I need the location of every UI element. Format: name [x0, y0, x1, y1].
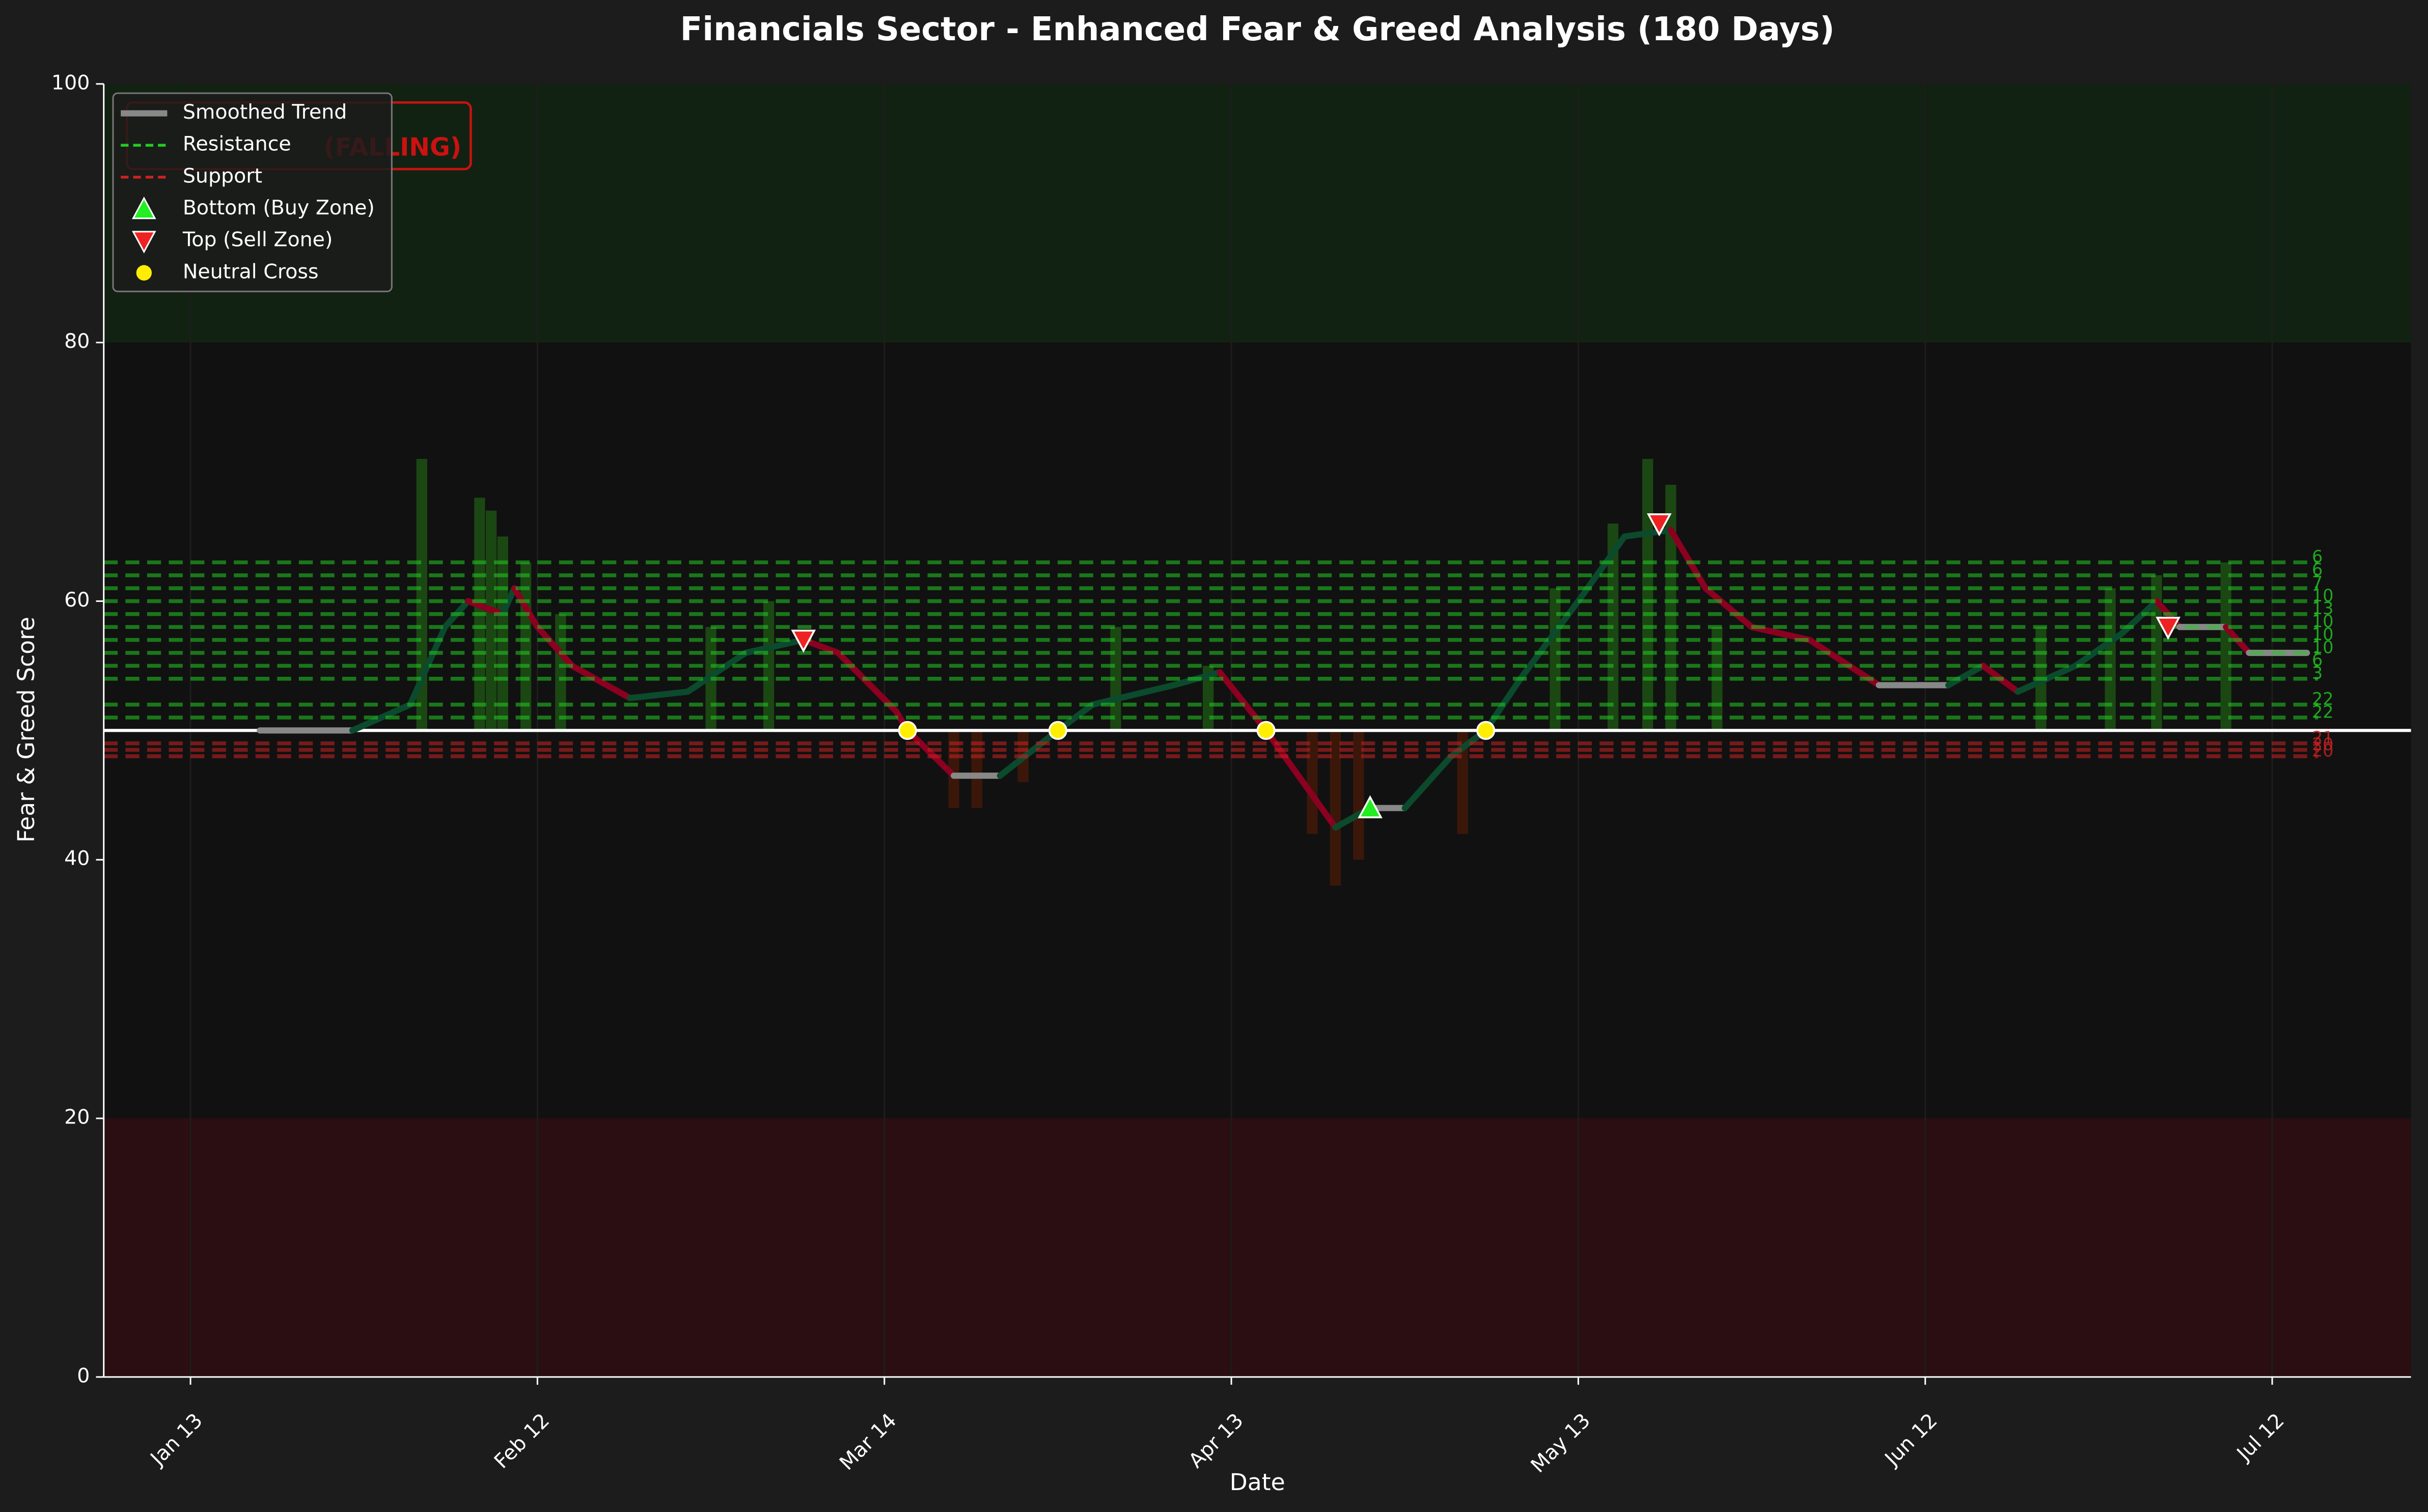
resistance-touch-label: 13	[2312, 598, 2334, 618]
deviation-bar	[1202, 666, 1214, 731]
legend-box	[112, 92, 393, 292]
deviation-bar	[2105, 588, 2116, 731]
bottom-marker	[1358, 795, 1383, 818]
trend-segment	[500, 585, 518, 617]
trend-segment	[1667, 527, 1709, 592]
trend-segment	[1401, 753, 1454, 811]
support-touch-label: 20	[2312, 740, 2334, 760]
trend-segment	[1748, 624, 1813, 643]
chart-title: Financials Sector - Enhanced Fear & Gree…	[680, 11, 1835, 48]
resistance-touch-label: 7	[2312, 572, 2323, 592]
deviation-bar	[1665, 484, 1676, 731]
support-touch-label: 20	[2312, 734, 2334, 754]
resistance-touch-label: 22	[2312, 689, 2334, 709]
neutral-cross	[1256, 721, 1276, 740]
resistance-touch-label: 10	[2312, 624, 2334, 644]
y-axis-label: Fear & Greed Score	[13, 617, 40, 842]
trend-segment	[1945, 663, 1986, 689]
neutral-cross	[1048, 721, 1067, 740]
trend-segment	[1702, 585, 1755, 630]
trend-segment	[1575, 533, 1628, 604]
legend: Smoothed Trend Resistance Support Bottom (B…	[112, 92, 393, 292]
greed-zone	[103, 84, 2411, 343]
legend-swatch	[131, 196, 156, 219]
y-tick-label: 100	[51, 71, 90, 94]
y-tick-label: 20	[64, 1106, 90, 1129]
x-axis-label: Date	[1230, 1469, 1285, 1496]
neutral-cross	[1476, 721, 1496, 740]
trend-segment	[465, 598, 506, 617]
trend-segment	[511, 585, 541, 630]
legend-label: Top (Sell Zone)	[182, 228, 333, 252]
deviation-bar	[485, 510, 497, 731]
y-tick-label: 80	[64, 329, 90, 353]
deviation-bar	[555, 614, 566, 731]
y-tick-label: 40	[64, 847, 90, 870]
legend-label: Smoothed Trend	[183, 100, 347, 124]
trend-segment	[1621, 527, 1674, 540]
trend-segment	[904, 727, 957, 779]
deviation-bar	[1550, 588, 1561, 731]
trend-segment	[997, 727, 1061, 779]
legend-label: Bottom (Buy Zone)	[183, 196, 375, 219]
y-tick-label: 0	[77, 1364, 90, 1387]
trend-segment	[1217, 669, 1270, 734]
trend-segment	[742, 637, 807, 656]
support-touch-label: 21	[2312, 728, 2334, 748]
resistance-touch-label: 22	[2312, 702, 2334, 722]
trend-segment	[569, 663, 633, 701]
legend-label: Resistance	[183, 132, 291, 156]
trend-segment	[835, 649, 899, 714]
deviation-bar	[2220, 562, 2231, 731]
legend-label: Support	[183, 164, 262, 187]
deviation-bar	[1353, 730, 1364, 860]
top-marker	[2156, 617, 2181, 640]
neutral-cross	[898, 721, 917, 740]
top-marker	[791, 629, 816, 653]
trend-segment	[1263, 727, 1339, 831]
deviation-bar	[416, 459, 427, 731]
y-tick-label: 60	[64, 588, 90, 612]
deviation-bar	[1642, 459, 1653, 731]
deviation-bar	[1330, 730, 1341, 886]
resistance-touch-label: 6	[2312, 560, 2323, 580]
resistance-touch-label: 10	[2312, 612, 2334, 631]
resistance-touch-label: 10	[2312, 586, 2334, 606]
trend-segment	[534, 624, 575, 669]
legend-swatch	[136, 265, 152, 281]
deviation-bar	[1307, 730, 1318, 834]
resistance-touch-label: 3	[2312, 663, 2323, 683]
trend-segment	[684, 649, 749, 695]
trend-segment	[626, 689, 691, 701]
fear-zone	[103, 1118, 2411, 1377]
resistance-touch-label: 10	[2312, 637, 2334, 657]
top-marker	[1647, 513, 1672, 537]
trend-segment	[2072, 630, 2125, 669]
trend-segment	[349, 701, 413, 734]
deviation-bar	[763, 601, 775, 731]
legend-label: Neutral Cross	[183, 260, 319, 283]
resistance-touch-label: 6	[2312, 547, 2323, 567]
resistance-touch-label: 6	[2312, 650, 2323, 670]
deviation-bar	[497, 536, 508, 731]
trend-segment	[1089, 682, 1177, 708]
legend-swatch	[131, 231, 156, 254]
trend-segment	[800, 637, 841, 656]
